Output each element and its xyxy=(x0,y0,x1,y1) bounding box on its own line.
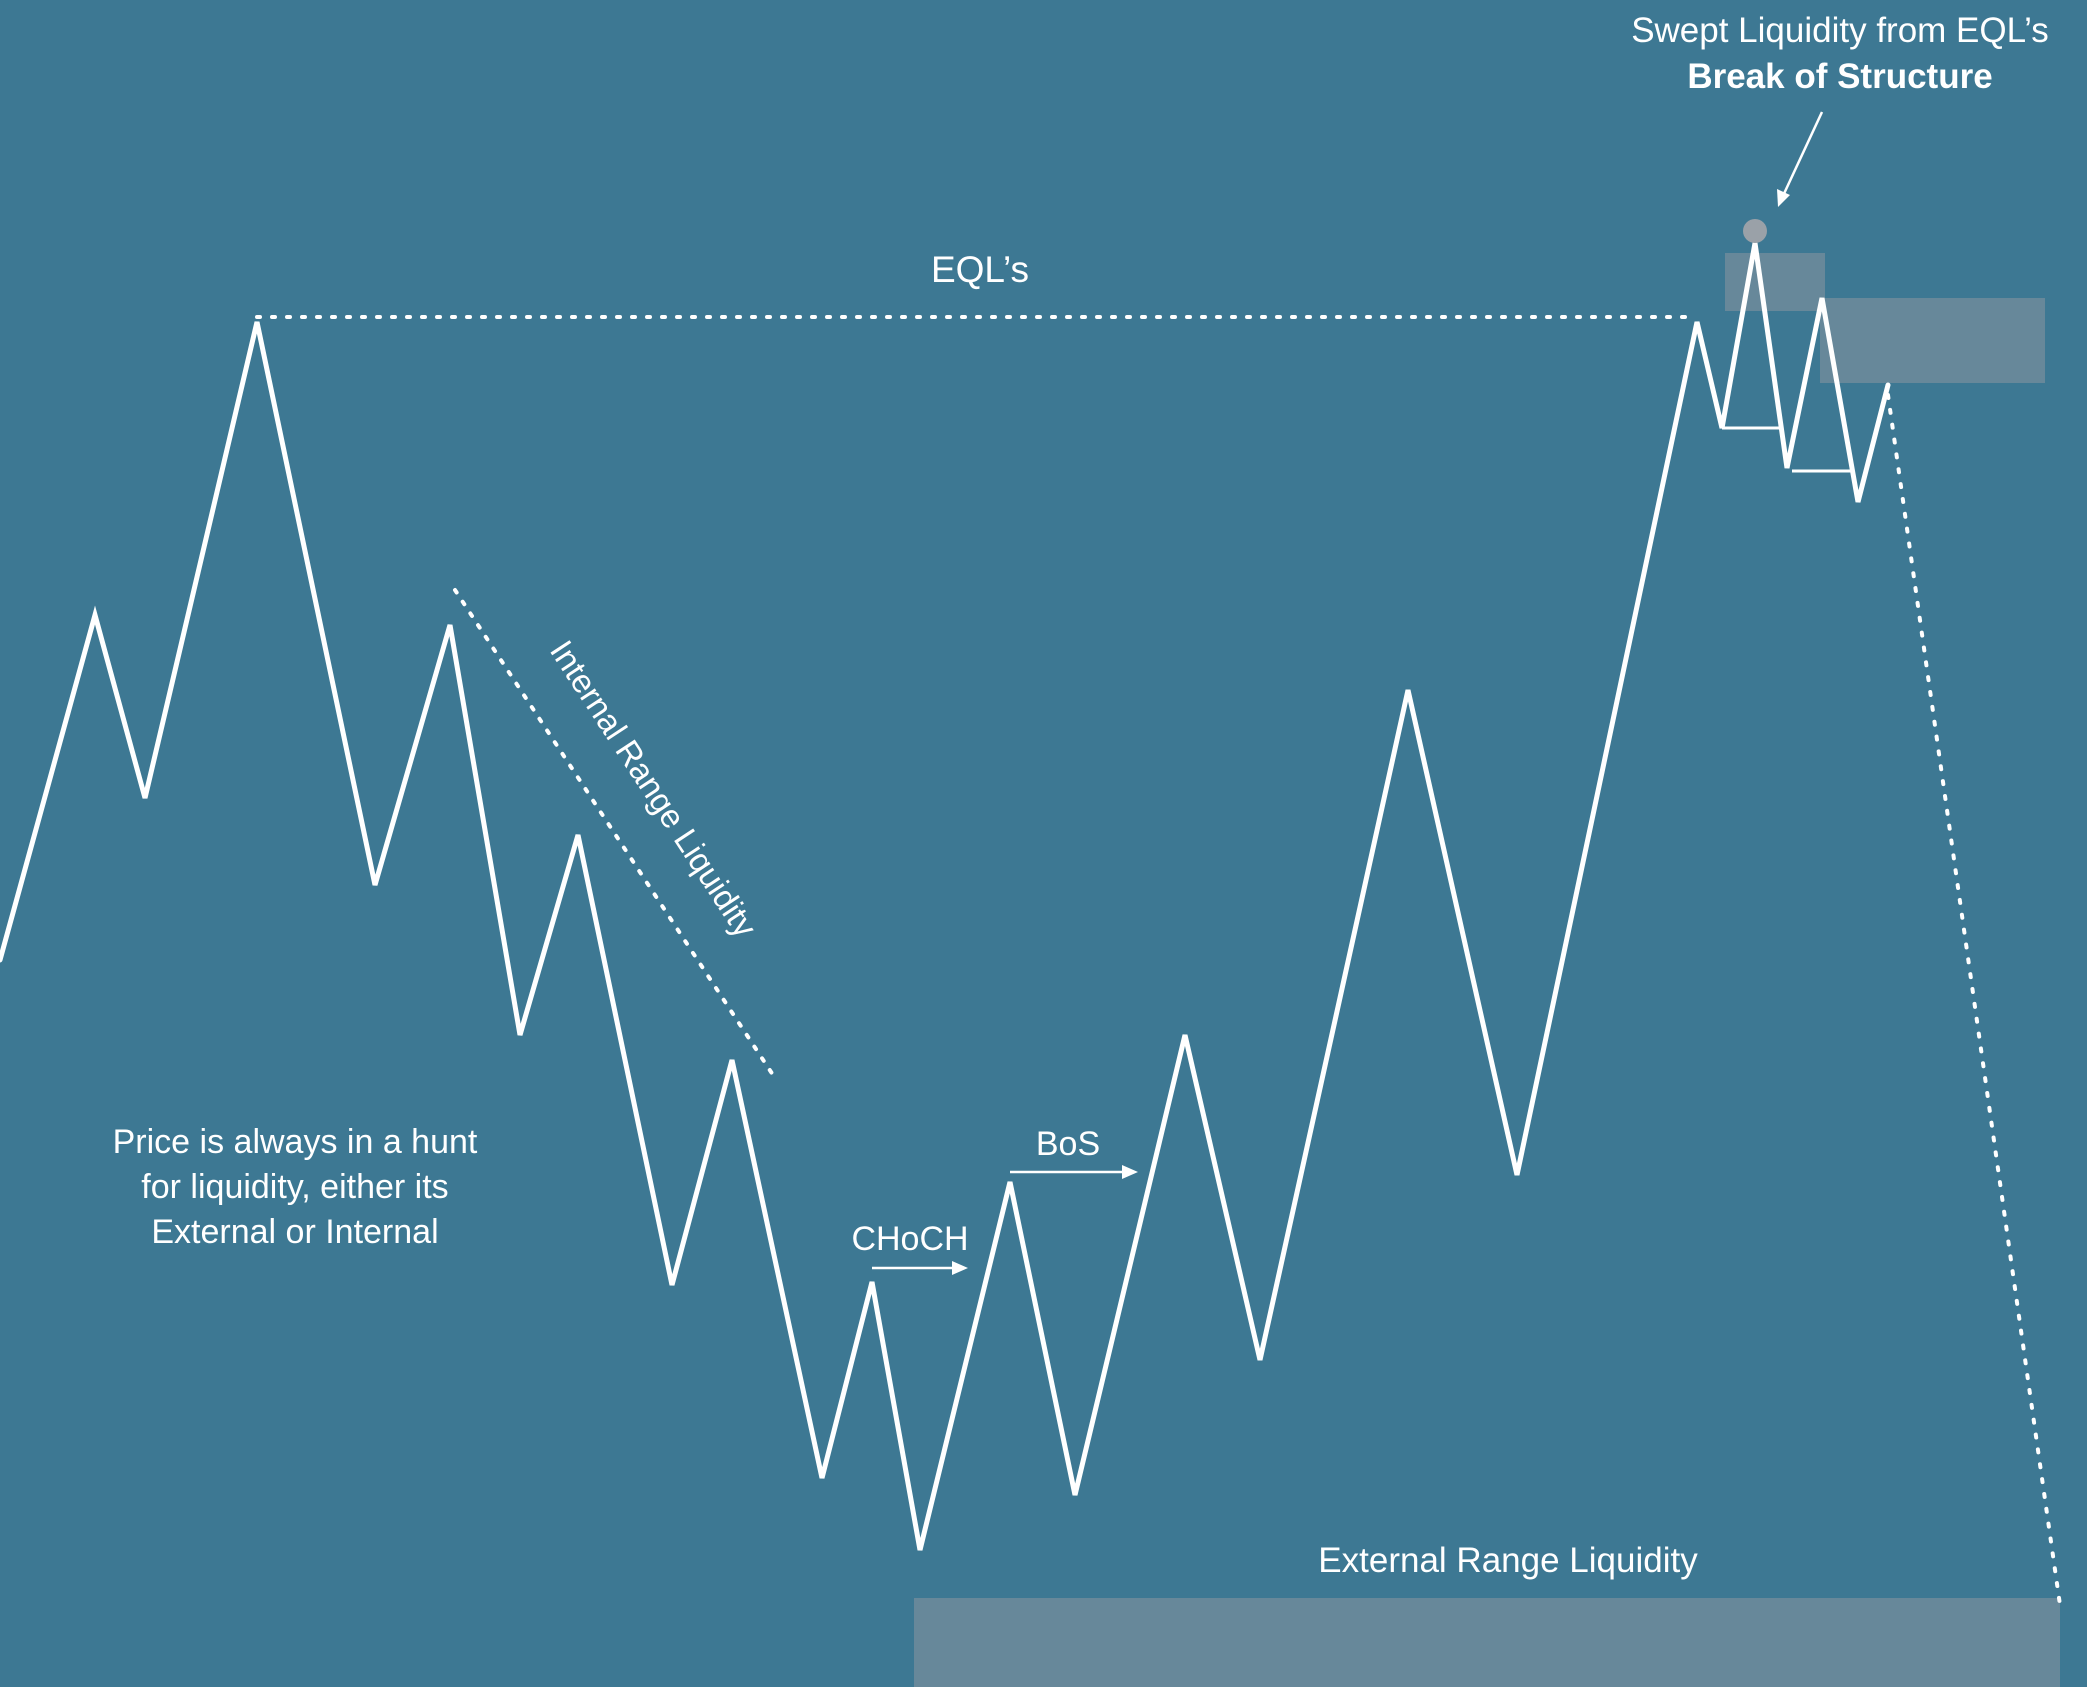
sweep-dot xyxy=(1743,219,1767,243)
external-range-zone xyxy=(914,1598,2060,1687)
choch-arrow-head xyxy=(952,1261,968,1275)
choch-label: CHoCH xyxy=(851,1220,968,1258)
note-line-2: for liquidity, either its xyxy=(141,1168,448,1206)
projection-dotted-line xyxy=(1886,393,2062,1607)
internal-range-label: Internal Range Liquidity xyxy=(543,634,765,945)
sweep-label-line2: Break of Structure xyxy=(1687,57,1992,96)
price-path xyxy=(0,242,1891,1551)
sweep-arrow-head xyxy=(1777,189,1790,207)
sweep-zone-upper xyxy=(1725,253,1825,311)
sweep-label-line1: Swept Liquidity from EQL’s xyxy=(1631,11,2049,50)
eqls-label: EQL’s xyxy=(931,249,1029,290)
internal-range-dotted-line xyxy=(453,588,775,1077)
bos-label: BoS xyxy=(1036,1125,1100,1163)
external-range-label: External Range Liquidity xyxy=(1318,1541,1698,1580)
sweep-arrow-line xyxy=(1780,111,1824,199)
bos-arrow-head xyxy=(1122,1165,1138,1179)
note-line-1: Price is always in a hunt xyxy=(113,1123,478,1161)
sweep-zone-lower xyxy=(1820,298,2045,383)
note-line-3: External or Internal xyxy=(151,1213,438,1251)
